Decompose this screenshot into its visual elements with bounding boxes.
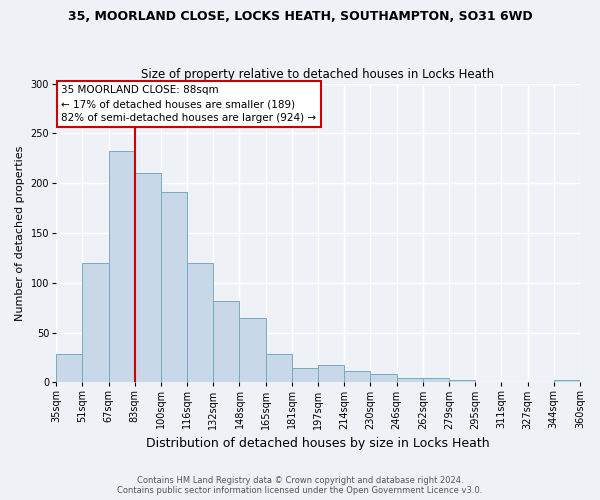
Bar — [449, 380, 475, 382]
Text: 35 MOORLAND CLOSE: 88sqm
← 17% of detached houses are smaller (189)
82% of semi-: 35 MOORLAND CLOSE: 88sqm ← 17% of detach… — [61, 85, 316, 123]
X-axis label: Distribution of detached houses by size in Locks Heath: Distribution of detached houses by size … — [146, 437, 490, 450]
Bar — [266, 354, 292, 382]
Bar — [161, 192, 187, 382]
Text: Contains HM Land Registry data © Crown copyright and database right 2024.
Contai: Contains HM Land Registry data © Crown c… — [118, 476, 482, 495]
Text: 35, MOORLAND CLOSE, LOCKS HEATH, SOUTHAMPTON, SO31 6WD: 35, MOORLAND CLOSE, LOCKS HEATH, SOUTHAM… — [68, 10, 532, 23]
Bar — [397, 378, 423, 382]
Bar — [135, 173, 161, 382]
Bar — [370, 374, 397, 382]
Bar — [109, 152, 135, 382]
Bar — [187, 263, 213, 382]
Bar — [56, 354, 82, 382]
Bar — [554, 380, 580, 382]
Bar — [82, 263, 109, 382]
Bar — [318, 366, 344, 382]
Bar — [213, 300, 239, 382]
Bar — [239, 318, 266, 382]
Bar — [292, 368, 318, 382]
Bar — [344, 372, 370, 382]
Y-axis label: Number of detached properties: Number of detached properties — [15, 146, 25, 320]
Bar — [423, 378, 449, 382]
Title: Size of property relative to detached houses in Locks Heath: Size of property relative to detached ho… — [142, 68, 494, 81]
